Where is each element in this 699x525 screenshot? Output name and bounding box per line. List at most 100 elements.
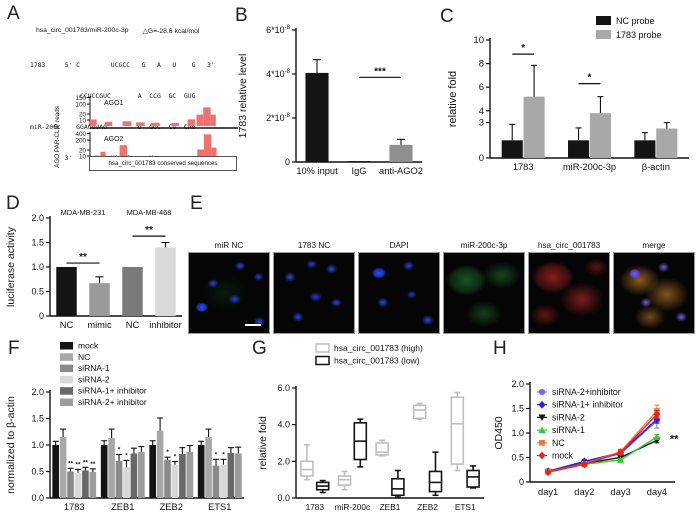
- svg-text:1.0: 1.0: [511, 428, 524, 438]
- svg-text:1783 relative level: 1783 relative level: [237, 54, 249, 139]
- svg-text:1.0: 1.0: [31, 440, 44, 450]
- panel-letter-c: C: [440, 6, 454, 27]
- micrograph-label: 1783 NC: [297, 241, 331, 250]
- svg-text:*: *: [174, 453, 177, 460]
- svg-text:siRNA-1+ inhibitor: siRNA-1+ inhibitor: [78, 386, 147, 396]
- svg-text:0: 0: [285, 157, 290, 167]
- svg-text:1.5: 1.5: [511, 404, 524, 414]
- svg-text:hsa_circ_001783 (low): hsa_circ_001783 (low): [334, 356, 420, 366]
- svg-text:siRNA-1: siRNA-1: [552, 425, 585, 435]
- alignment-title: hsa_circ_001783/miR-200c-3p: [36, 27, 129, 34]
- micrograph-merge: [613, 252, 695, 334]
- svg-text:400: 400: [75, 131, 86, 138]
- svg-text:AGO1: AGO1: [104, 100, 124, 107]
- micrograph-mir-nc: [188, 252, 270, 334]
- svg-text:siRNA-2: siRNA-2: [552, 412, 585, 422]
- svg-text:**: **: [68, 460, 74, 467]
- svg-text:4*10-8: 4*10-8: [266, 69, 291, 79]
- svg-text:siRNA-2+inhibitor: siRNA-2+inhibitor: [552, 387, 621, 397]
- conserved-sequence-box: hsa_circ_001783 conserved sequences: [89, 156, 237, 171]
- svg-text:hsa_circ_001783 (high): hsa_circ_001783 (high): [334, 343, 423, 353]
- svg-text:**: **: [145, 225, 153, 236]
- svg-text:ZEB2: ZEB2: [417, 502, 438, 512]
- svg-text:2.0: 2.0: [511, 379, 524, 389]
- svg-text:miR-200c: miR-200c: [335, 502, 371, 512]
- svg-text:mock: mock: [78, 341, 99, 351]
- svg-text:*: *: [125, 452, 128, 459]
- svg-text:0: 0: [519, 477, 524, 487]
- micrograph-label: miR-200c-3p: [460, 241, 508, 250]
- svg-text:ZEB1: ZEB1: [380, 502, 401, 512]
- micrograph-cell: DAPI: [358, 240, 440, 334]
- svg-text:1783 probe: 1783 probe: [616, 30, 662, 40]
- sequence-alignment: 1783 5' C UCGCC G A U G 3' CCUCCGUC A CC…: [30, 39, 215, 184]
- panel-letter-a: A: [7, 3, 20, 24]
- micrograph-cell: miR NC: [188, 240, 270, 334]
- micrograph-1783-nc: [273, 252, 355, 334]
- svg-text:ETS1: ETS1: [455, 502, 476, 512]
- svg-text:4: 4: [479, 106, 484, 117]
- svg-text:day3: day3: [611, 487, 631, 497]
- free-energy-label: △G=-28.6 kcal/mol: [142, 28, 200, 35]
- svg-text:day4: day4: [647, 487, 667, 497]
- svg-text:β-actin: β-actin: [642, 162, 670, 172]
- micrograph-hsa-circ-001783: [528, 252, 610, 334]
- micrograph-row: miR NC 1783 NC DAPI miR-200c-3p hsa_circ…: [188, 240, 695, 334]
- od450-line-chart: 0 0.5 1.0 1.5 2.0 OD450 day1 day2 day3 day4 siRNA-…: [490, 340, 699, 524]
- knockdown-bar-chart: 0.0 0.5 1.0 1.5 2.0 normalized to β-actin 1783…: [2, 340, 252, 524]
- ago-parclip-tracks: AGO PAR-CLIP reads hsa_circ_001783 conse…: [52, 94, 242, 182]
- svg-text:*: *: [215, 451, 218, 458]
- micrograph-label: miR NC: [214, 241, 244, 250]
- svg-text:**: **: [83, 459, 89, 466]
- svg-text:**: **: [90, 461, 96, 468]
- svg-text:mock: mock: [552, 451, 574, 461]
- alignment-header: hsa_circ_001783/miR-200c-3p △G=-28.6 kca…: [36, 27, 199, 35]
- micrograph-label: DAPI: [389, 241, 409, 250]
- panel-letter-f: F: [8, 338, 20, 359]
- svg-text:ZEB2: ZEB2: [160, 502, 183, 512]
- svg-text:normalized to β-actin: normalized to β-actin: [5, 396, 17, 494]
- svg-text:anti-AGO2: anti-AGO2: [379, 166, 423, 176]
- alignment-line: CCUCCGUC A CCG GC GUG: [30, 91, 196, 100]
- micrograph-label: hsa_circ_001783: [537, 241, 601, 250]
- micrograph-cell: merge: [613, 240, 695, 334]
- panel-letter-h: H: [493, 338, 507, 359]
- svg-text:ETS1: ETS1: [208, 502, 231, 512]
- svg-text:AGO2: AGO2: [104, 136, 124, 143]
- micrograph-cell: 1783 NC: [273, 240, 355, 334]
- svg-text:2.0: 2.0: [31, 213, 44, 223]
- svg-text:2.0: 2.0: [277, 456, 290, 466]
- svg-text:2*10-8: 2*10-8: [266, 113, 291, 123]
- micrograph-cell: miR-200c-3p: [443, 240, 525, 334]
- svg-text:NC: NC: [60, 320, 74, 330]
- svg-text:NC: NC: [126, 320, 140, 330]
- svg-text:*: *: [166, 449, 169, 456]
- svg-text:6*10-8: 6*10-8: [266, 25, 291, 35]
- alignment-line: miR-200c GGAGGUAG U GGC CG CAU: [30, 123, 196, 131]
- svg-text:100: 100: [75, 102, 86, 109]
- svg-text:**: **: [75, 461, 81, 468]
- svg-text:1.5: 1.5: [31, 238, 44, 248]
- svg-text:siRNA-1: siRNA-1: [78, 363, 110, 373]
- svg-text:1783: 1783: [513, 162, 534, 172]
- svg-text:200: 200: [75, 138, 86, 145]
- svg-text:ZEB1: ZEB1: [111, 502, 134, 512]
- svg-text:*: *: [222, 451, 225, 458]
- svg-text:NC: NC: [78, 352, 90, 362]
- svg-text:1783: 1783: [306, 502, 325, 512]
- panel-letter-g: G: [252, 338, 267, 359]
- pulldown-bar-chart: 0 3 4 6 8 10 relative fold 1783 miR-200c-3p β-act…: [444, 14, 699, 184]
- svg-text:10: 10: [473, 35, 484, 46]
- svg-text:1.0: 1.0: [31, 262, 44, 272]
- svg-text:siRNA-2+ inhibitor: siRNA-2+ inhibitor: [78, 397, 147, 407]
- svg-text:**: **: [670, 433, 679, 445]
- svg-text:siRNA-1+ inhibitor: siRNA-1+ inhibitor: [552, 400, 623, 410]
- svg-text:6.0: 6.0: [277, 383, 290, 393]
- svg-text:NC: NC: [552, 438, 565, 448]
- svg-text:8: 8: [479, 59, 484, 70]
- svg-text:4.0: 4.0: [277, 420, 290, 430]
- panel-letter-d: D: [6, 193, 20, 214]
- svg-text:3: 3: [479, 118, 484, 129]
- svg-text:*: *: [118, 447, 121, 454]
